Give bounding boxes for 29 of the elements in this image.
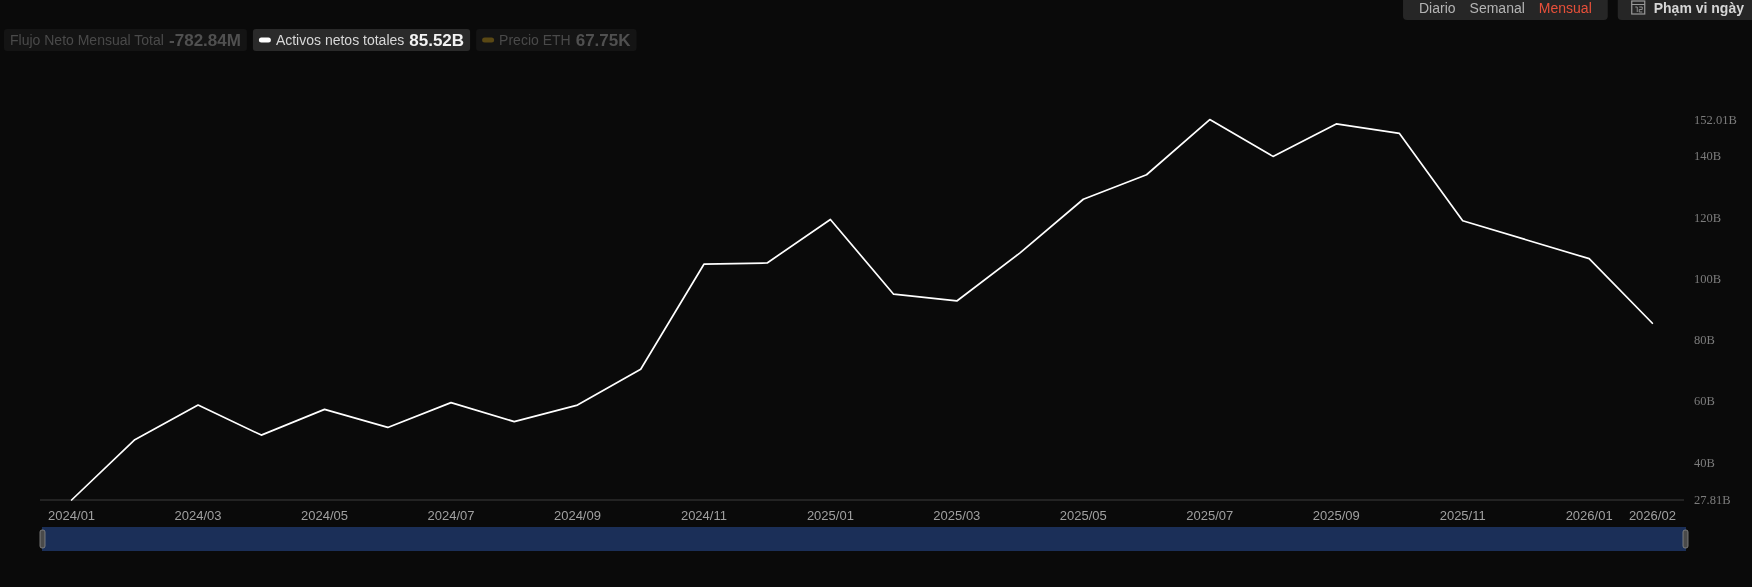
y-tick-label: 140B	[1694, 149, 1722, 164]
x-tick-label: 2024/01	[48, 507, 96, 523]
x-tick-label: 2025/01	[806, 507, 854, 523]
x-tick-label: 2026/02	[1628, 507, 1676, 523]
y-tick-label: 120B	[1694, 210, 1722, 225]
legend-label: Activos netos totales	[275, 32, 405, 48]
y-tick-label: 27.81B	[1694, 493, 1731, 507]
y-tick-label: 80B	[1694, 333, 1715, 348]
text: Phạm vi ngày	[1653, 0, 1745, 16]
text: Mensual	[1538, 0, 1592, 16]
y-tick-label: 40B	[1694, 455, 1715, 470]
line-series	[70, 118, 1654, 501]
x-tick-label: 2025/11	[1439, 507, 1486, 523]
text: Semanal	[1469, 0, 1525, 16]
x-tick-label: 2025/05	[1059, 507, 1107, 523]
x-tick-label: 2024/07	[427, 507, 475, 523]
y-tick-label: 60B	[1694, 394, 1715, 409]
x-tick-label: 2024/03	[174, 507, 222, 523]
y-tick-label: 152.01B	[1694, 112, 1737, 127]
y-tick-label: 100B	[1694, 271, 1722, 286]
x-tick-label: 2024/09	[553, 507, 601, 523]
x-tick-label: 2025/07	[1186, 507, 1234, 523]
x-tick-label: 2025/09	[1312, 507, 1360, 523]
x-tick-label: 2024/11	[680, 507, 727, 523]
x-tick-label: 2024/05	[301, 507, 349, 523]
text: Diario	[1419, 0, 1456, 16]
text: 85.52B	[409, 30, 465, 50]
x-tick-label: 2025/03	[933, 507, 981, 523]
x-tick-label: 2026/01	[1565, 507, 1613, 523]
